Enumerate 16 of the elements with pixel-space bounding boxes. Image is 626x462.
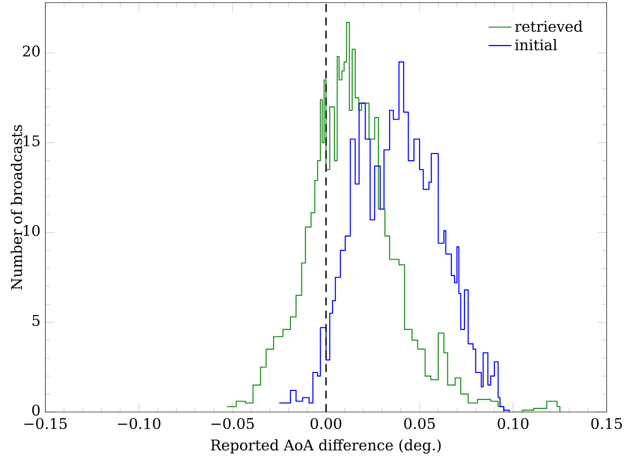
x-tick-label: −0.10 [118, 418, 160, 430]
y-tick-label: 15 [24, 135, 40, 146]
legend-label: retrieved [515, 20, 582, 32]
x-tick-label: −0.05 [212, 418, 254, 430]
x-axis-title: Reported AoA difference (deg.) [210, 439, 441, 454]
x-tick-label: −0.15 [24, 418, 67, 430]
x-tick-label: 0.00 [310, 418, 342, 430]
x-tick-label: 0.15 [591, 418, 622, 430]
x-tick-label: 0.10 [498, 418, 528, 430]
y-tick-label: 20 [22, 46, 40, 57]
y-axis-title: Number of broadcasts [10, 125, 22, 290]
legend-label: initial [515, 39, 557, 50]
x-tick-label: 0.05 [404, 418, 435, 430]
y-tick-label: 5 [32, 315, 40, 326]
y-tick-label: 0 [32, 404, 40, 416]
y-tick-label: 10 [24, 225, 40, 236]
